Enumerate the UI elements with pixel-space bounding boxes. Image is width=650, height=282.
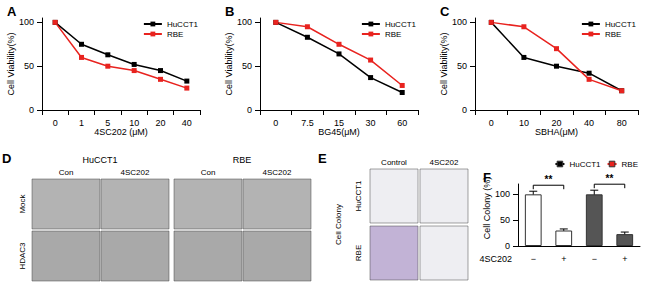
- svg-text:RBE: RBE: [622, 160, 638, 169]
- svg-text:D: D: [2, 151, 11, 166]
- svg-text:HuCCT1: HuCCT1: [167, 20, 199, 29]
- svg-text:RBE: RBE: [385, 30, 401, 39]
- svg-text:HuCCT1: HuCCT1: [385, 20, 417, 29]
- svg-text:Control: Control: [381, 158, 407, 167]
- svg-text:4SC202 (μM): 4SC202 (μM): [94, 127, 148, 137]
- svg-text:Cell Viability(%): Cell Viability(%): [224, 33, 234, 96]
- svg-text:20: 20: [551, 118, 561, 128]
- svg-text:20: 20: [155, 118, 165, 128]
- svg-text:10: 10: [129, 118, 139, 128]
- svg-text:4SC202: 4SC202: [121, 168, 150, 177]
- svg-text:−: −: [531, 254, 536, 264]
- svg-text:40: 40: [182, 118, 192, 128]
- svg-text:100: 100: [19, 17, 34, 27]
- svg-text:RBE: RBE: [354, 245, 363, 261]
- svg-text:80: 80: [617, 118, 627, 128]
- svg-text:B: B: [225, 4, 234, 19]
- svg-text:0: 0: [505, 241, 510, 251]
- svg-text:RBE: RBE: [167, 30, 183, 39]
- svg-text:100: 100: [452, 17, 467, 27]
- svg-text:A: A: [7, 4, 17, 19]
- svg-text:HDAC3: HDAC3: [18, 242, 27, 270]
- svg-text:50: 50: [24, 61, 34, 71]
- svg-text:Cell Colony (%): Cell Colony (%): [482, 177, 492, 240]
- svg-text:Con: Con: [201, 168, 216, 177]
- svg-text:4SC202: 4SC202: [263, 168, 292, 177]
- svg-text:0: 0: [273, 118, 278, 128]
- svg-text:F: F: [483, 170, 491, 185]
- svg-text:C: C: [440, 4, 450, 19]
- svg-text:HuCCT1: HuCCT1: [82, 155, 117, 165]
- svg-text:50: 50: [500, 215, 510, 225]
- svg-text:0: 0: [462, 105, 467, 115]
- svg-text:0: 0: [29, 105, 34, 115]
- svg-text:7.5: 7.5: [301, 118, 314, 128]
- svg-text:Cell Viability(%): Cell Viability(%): [6, 33, 16, 96]
- svg-text:RBE: RBE: [233, 155, 252, 165]
- svg-text:HuCCT1: HuCCT1: [569, 160, 601, 169]
- svg-text:HuCCT1: HuCCT1: [605, 20, 637, 29]
- svg-text:−: −: [592, 254, 597, 264]
- svg-text:**: **: [606, 173, 614, 184]
- svg-text:Cell Colony: Cell Colony: [334, 204, 343, 245]
- svg-text:BG45(μM): BG45(μM): [318, 127, 360, 137]
- svg-text:0: 0: [489, 118, 494, 128]
- svg-text:50: 50: [457, 61, 467, 71]
- svg-text:4SC202: 4SC202: [479, 254, 512, 264]
- svg-text:E: E: [318, 151, 327, 166]
- svg-text:**: **: [545, 174, 553, 185]
- svg-text:10: 10: [519, 118, 529, 128]
- svg-text:Cell Viability(%): Cell Viability(%): [439, 33, 449, 96]
- svg-text:50: 50: [242, 61, 252, 71]
- svg-text:15: 15: [334, 118, 344, 128]
- svg-text:5: 5: [105, 118, 110, 128]
- svg-text:RBE: RBE: [605, 30, 621, 39]
- svg-text:SBHA(μM): SBHA(μM): [535, 127, 578, 137]
- svg-text:+: +: [561, 254, 566, 264]
- svg-text:+: +: [622, 254, 627, 264]
- svg-text:0: 0: [53, 118, 58, 128]
- svg-text:Mock: Mock: [18, 193, 27, 213]
- svg-text:30: 30: [366, 118, 376, 128]
- svg-text:Con: Con: [59, 168, 74, 177]
- svg-text:HuCCT1: HuCCT1: [354, 180, 363, 212]
- svg-text:1: 1: [79, 118, 84, 128]
- svg-text:100: 100: [237, 17, 252, 27]
- svg-text:40: 40: [584, 118, 594, 128]
- svg-text:60: 60: [397, 118, 407, 128]
- svg-text:100: 100: [495, 189, 510, 199]
- svg-text:4SC202: 4SC202: [430, 158, 459, 167]
- svg-text:0: 0: [247, 105, 252, 115]
